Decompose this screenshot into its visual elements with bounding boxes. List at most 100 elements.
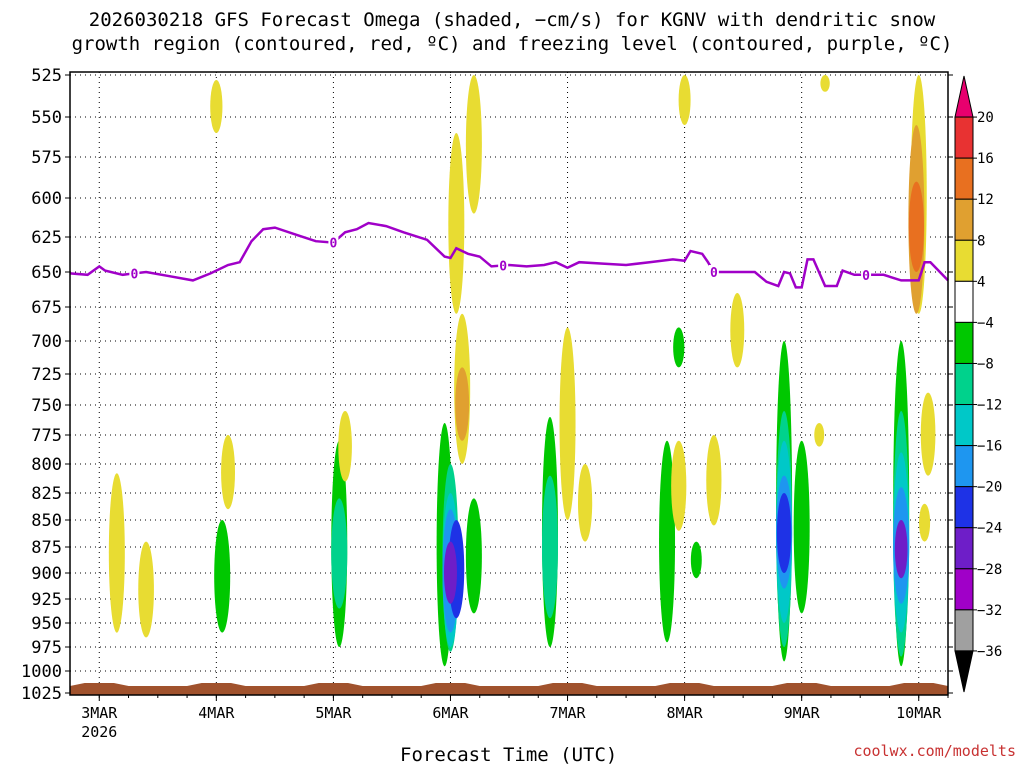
omega-cell (541, 475, 558, 619)
colorbar-label: −36 (977, 644, 1002, 660)
omega-cell (108, 473, 125, 633)
freezing-level-label-bg (708, 265, 719, 279)
y-tick-label: 750 (31, 396, 62, 416)
omega-cell (455, 367, 470, 441)
colorbar-label: 16 (977, 151, 994, 167)
omega-cell (465, 75, 482, 214)
y-tick-label: 850 (31, 511, 62, 531)
y-tick-label: 525 (31, 66, 62, 86)
omega-cell (814, 423, 825, 447)
chart-title-line-2: growth region (contoured, red, ºC) and f… (71, 33, 953, 55)
freezing-level-label: 0 (329, 237, 337, 252)
omega-cell (214, 520, 231, 633)
omega-cell (678, 75, 691, 125)
colorbar-swatch (954, 486, 974, 529)
plot-background (70, 72, 948, 695)
colorbar (954, 75, 974, 693)
colorbar-swatch (954, 609, 974, 652)
omega-cell (793, 440, 810, 614)
colorbar-label: −32 (977, 603, 1002, 619)
freezing-level-label-bg (861, 267, 872, 282)
y-tick-label: 1000 (21, 662, 62, 682)
omega-shading (108, 74, 936, 667)
colorbar-swatch (954, 404, 974, 447)
freezing-level-label: 0 (499, 259, 507, 274)
y-tick-label: 800 (31, 455, 62, 475)
freezing-level-label: 0 (710, 266, 718, 281)
x-tick-label: 6MAR (432, 704, 469, 722)
omega-cell (671, 440, 687, 531)
omega-cell (659, 440, 676, 643)
colorbar-label: 4 (977, 274, 985, 290)
freezing-level-label-bg (328, 235, 339, 250)
omega-cell (331, 498, 348, 609)
freezing-level-line (69, 221, 949, 289)
x-axis-label: Forecast Time (UTC) (400, 744, 618, 766)
colorbar-label: −12 (977, 398, 1002, 414)
colorbar-swatch (954, 116, 974, 159)
omega-cell (577, 464, 593, 542)
y-tick-label: 550 (31, 108, 62, 128)
freezing-level-label: 0 (130, 267, 138, 282)
colorbar-swatch (954, 362, 974, 406)
omega-cell (448, 133, 465, 314)
x-year-label: 2026 (81, 723, 117, 741)
y-tick-label: 600 (31, 189, 62, 209)
colorbar-label: −4 (977, 315, 994, 331)
x-tick-label: 4MAR (198, 704, 235, 722)
y-tick-label: 875 (31, 538, 62, 558)
omega-cell (820, 75, 830, 92)
x-tick-label: 8MAR (667, 704, 704, 722)
colorbar-swatch (954, 527, 974, 570)
source-credit[interactable]: coolwx.com/modelts (853, 742, 1016, 760)
chart-title: 2026030218 GFS Forecast Omega (shaded, −… (0, 8, 1024, 56)
colorbar-label: −24 (977, 521, 1002, 537)
colorbar-label: 12 (977, 192, 994, 208)
y-tick-label: 725 (31, 365, 62, 385)
colorbar-arrow-bottom (954, 650, 974, 693)
colorbar-labels: 20 16 12 8 4 −4 −8 −12 −16 −20 −24 −28 −32 −36 (973, 110, 1002, 660)
x-tick-label: 3MAR (81, 704, 118, 722)
colorbar-label: −8 (977, 356, 994, 372)
omega-cell (465, 498, 482, 614)
x-tick-label: 5MAR (315, 704, 352, 722)
x-tick-label: 10MAR (896, 704, 942, 722)
omega-cell (138, 541, 154, 638)
y-tick-label: 625 (31, 228, 62, 248)
y-axis-labels: 525 550 575 600 625 650 675 700 725 750 775 800 825 8… (21, 66, 953, 704)
y-tick-label: 675 (31, 298, 62, 318)
terrain-surface (70, 683, 948, 695)
y-tick-label: 775 (31, 426, 62, 446)
freezing-level-label-bg (129, 266, 140, 281)
chart-title-line-1: 2026030218 GFS Forecast Omega (shaded, −… (88, 9, 936, 31)
omega-cell (908, 181, 925, 272)
colorbar-swatch (954, 321, 974, 364)
omega-cell (690, 541, 702, 579)
x-tick-label: 7MAR (549, 704, 586, 722)
colorbar-label: 20 (977, 110, 994, 126)
colorbar-swatch (954, 198, 974, 241)
colorbar-swatch (954, 445, 974, 488)
omega-cell (210, 80, 223, 133)
colorbar-label: −16 (977, 439, 1002, 455)
omega-cell (221, 435, 236, 510)
omega-cell (706, 435, 722, 526)
y-tick-label: 1025 (21, 684, 62, 704)
freezing-level-label: 0 (862, 269, 870, 284)
x-axis-labels: 3MAR 4MAR 5MAR 6MAR 7MAR 8MAR 9MAR 10MAR 2026 (81, 695, 949, 741)
omega-cell (730, 293, 745, 368)
colorbar-label: 8 (977, 233, 985, 249)
colorbar-swatch (954, 280, 974, 323)
y-tick-label: 975 (31, 638, 62, 658)
omega-cell (443, 541, 457, 604)
omega-cell (919, 503, 931, 542)
omega-cell (920, 392, 936, 476)
colorbar-swatch (954, 568, 974, 611)
y-tick-label: 575 (31, 148, 62, 168)
colorbar-arrow-top (954, 75, 974, 118)
x-tick-label: 9MAR (784, 704, 821, 722)
colorbar-swatch (954, 239, 974, 282)
colorbar-label: −28 (977, 562, 1002, 578)
freezing-level-label-bg (498, 258, 509, 273)
